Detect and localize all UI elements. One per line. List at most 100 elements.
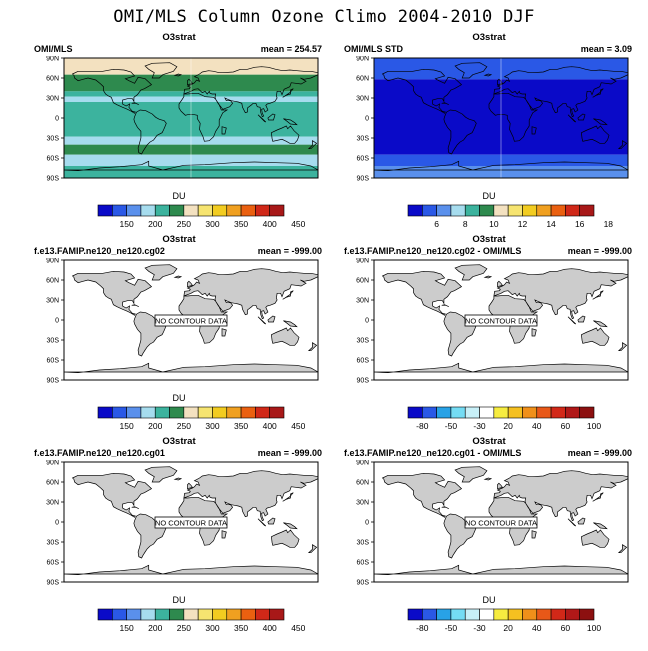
colorbar-swatch <box>112 608 127 621</box>
y-tick-label: 30N <box>356 96 369 103</box>
colorbar-swatch <box>479 204 495 217</box>
land-fill <box>374 264 628 374</box>
colorbar-swatch <box>522 406 538 419</box>
no-data-label: NO CONTOUR DATA <box>155 519 227 528</box>
colorbar-label: -30 <box>473 623 486 633</box>
colorbar-label: 200 <box>148 623 162 633</box>
y-tick-label: 30N <box>356 500 369 507</box>
y-tick-label: 90N <box>356 56 369 63</box>
colorbar-swatch <box>422 204 437 217</box>
panel-mean-label: mean = -999.00 <box>567 448 632 458</box>
colorbar-label: 60 <box>561 421 571 431</box>
colorbar-label: 10 <box>489 219 499 229</box>
units-label: DU <box>172 393 186 403</box>
y-tick-label: 60S <box>357 560 370 567</box>
map-plot: 90N 60N 30N 0 30S 60S 90S NO CONTOUR DATA <box>46 460 319 587</box>
y-tick-label: 90N <box>46 258 59 265</box>
colorbar-swatch <box>493 204 509 217</box>
colorbar-swatch <box>140 406 156 419</box>
panel-left-label: f.e13.FAMIP.ne120_ne120.cg01 - OMI/MLS <box>344 448 522 458</box>
map-contents <box>64 58 318 178</box>
colorbar-label: 300 <box>205 421 219 431</box>
colorbar-swatch <box>507 608 523 621</box>
colorbar-swatch <box>226 406 242 419</box>
no-data-box <box>464 314 538 327</box>
colorbar: 6 8 10 12 14 16 18 <box>407 204 613 229</box>
colorbar-swatch <box>579 406 595 419</box>
colorbar-swatch <box>240 608 256 621</box>
figure-title: OMI/MLS Column Ozone Climo 2004-2010 DJF <box>113 7 535 27</box>
colorbar-swatch <box>450 204 466 217</box>
colorbar-swatch <box>126 608 142 621</box>
colorbar-swatch <box>436 608 452 621</box>
y-tick-label: 90S <box>357 378 370 385</box>
colorbar-label: 400 <box>263 421 277 431</box>
panel-title: O3strat <box>472 32 506 43</box>
y-tick-label: 0 <box>365 116 369 123</box>
colorbar-swatch <box>255 608 270 621</box>
colorbar-swatch <box>565 608 580 621</box>
colorbar: 150 200 250 300 350 400 450 <box>97 204 306 229</box>
colorbar-swatch <box>522 204 538 217</box>
colorbar-label: 250 <box>177 623 191 633</box>
colorbar: -80 -50 -30 20 40 60 100 <box>407 608 601 633</box>
colorbar-swatch <box>464 204 480 217</box>
colorbar-swatch <box>269 406 285 419</box>
panel-mean-label: mean = -999.00 <box>257 246 322 256</box>
colorbar-label: 300 <box>205 219 219 229</box>
colorbar-swatch <box>212 204 228 217</box>
colorbar-swatch <box>197 204 213 217</box>
y-tick-label: 30N <box>46 298 59 305</box>
colorbar-label: 150 <box>120 219 134 229</box>
y-tick-label: 90N <box>356 258 369 265</box>
no-data-box <box>154 314 228 327</box>
panel-mean-label: mean = -999.00 <box>567 246 632 256</box>
panel-mean-label: mean = 3.09 <box>580 44 632 54</box>
colorbar-swatch <box>154 406 170 419</box>
y-tick-label: 90S <box>47 580 60 587</box>
panel-cg01: O3strat f.e13.FAMIP.ne120_ne120.cg01 mea… <box>34 436 324 651</box>
y-tick-label: 30S <box>357 136 370 143</box>
colorbar-swatch <box>493 608 509 621</box>
colorbar-swatch <box>522 608 538 621</box>
y-tick-label: 30N <box>356 298 369 305</box>
map-contents <box>374 466 628 576</box>
colorbar-swatch <box>255 204 270 217</box>
colorbar-swatch <box>112 204 127 217</box>
colorbar-label: 250 <box>177 421 191 431</box>
panel-left-label: f.e13.FAMIP.ne120_ne120.cg02 - OMI/MLS <box>344 246 522 256</box>
panel-title: O3strat <box>472 234 506 245</box>
y-tick-label: 0 <box>55 318 59 325</box>
colorbar-label: 350 <box>234 623 248 633</box>
map-contents <box>64 466 318 576</box>
map-plot: 90N 60N 30N 0 30S 60S 90S NO CONTOUR DATA <box>46 258 319 385</box>
y-tick-label: 90S <box>47 176 60 183</box>
y-tick-label: 90S <box>47 378 60 385</box>
units-label: DU <box>172 191 186 201</box>
y-tick-label: 90N <box>356 460 369 467</box>
y-tick-label: 60N <box>356 480 369 487</box>
panel-left-label: f.e13.FAMIP.ne120_ne120.cg02 <box>34 246 165 256</box>
panel-title: O3strat <box>162 234 196 245</box>
colorbar-swatch <box>536 204 552 217</box>
colorbar-label: 450 <box>291 219 305 229</box>
units-label: DU <box>482 595 496 605</box>
coastline <box>64 62 318 172</box>
y-tick-label: 0 <box>365 520 369 527</box>
y-tick-label: 90N <box>46 460 59 467</box>
colorbar-swatch <box>450 406 466 419</box>
colorbar-swatch <box>169 608 185 621</box>
y-tick-label: 0 <box>55 116 59 123</box>
colorbar-swatch <box>407 608 423 621</box>
panel-cg02: O3strat f.e13.FAMIP.ne120_ne120.cg02 mea… <box>34 234 324 449</box>
colorbar-swatch <box>197 406 213 419</box>
colorbar-label: 20 <box>503 623 513 633</box>
y-tick-label: 60N <box>46 278 59 285</box>
colorbar-label: 400 <box>263 219 277 229</box>
colorbar-swatch <box>240 204 256 217</box>
colorbar-label: -50 <box>445 623 458 633</box>
colorbar-label: 100 <box>587 421 601 431</box>
y-tick-label: 30S <box>357 540 370 547</box>
colorbar: 150 200 250 300 350 400 450 <box>97 608 306 633</box>
colorbar-label: 16 <box>575 219 585 229</box>
